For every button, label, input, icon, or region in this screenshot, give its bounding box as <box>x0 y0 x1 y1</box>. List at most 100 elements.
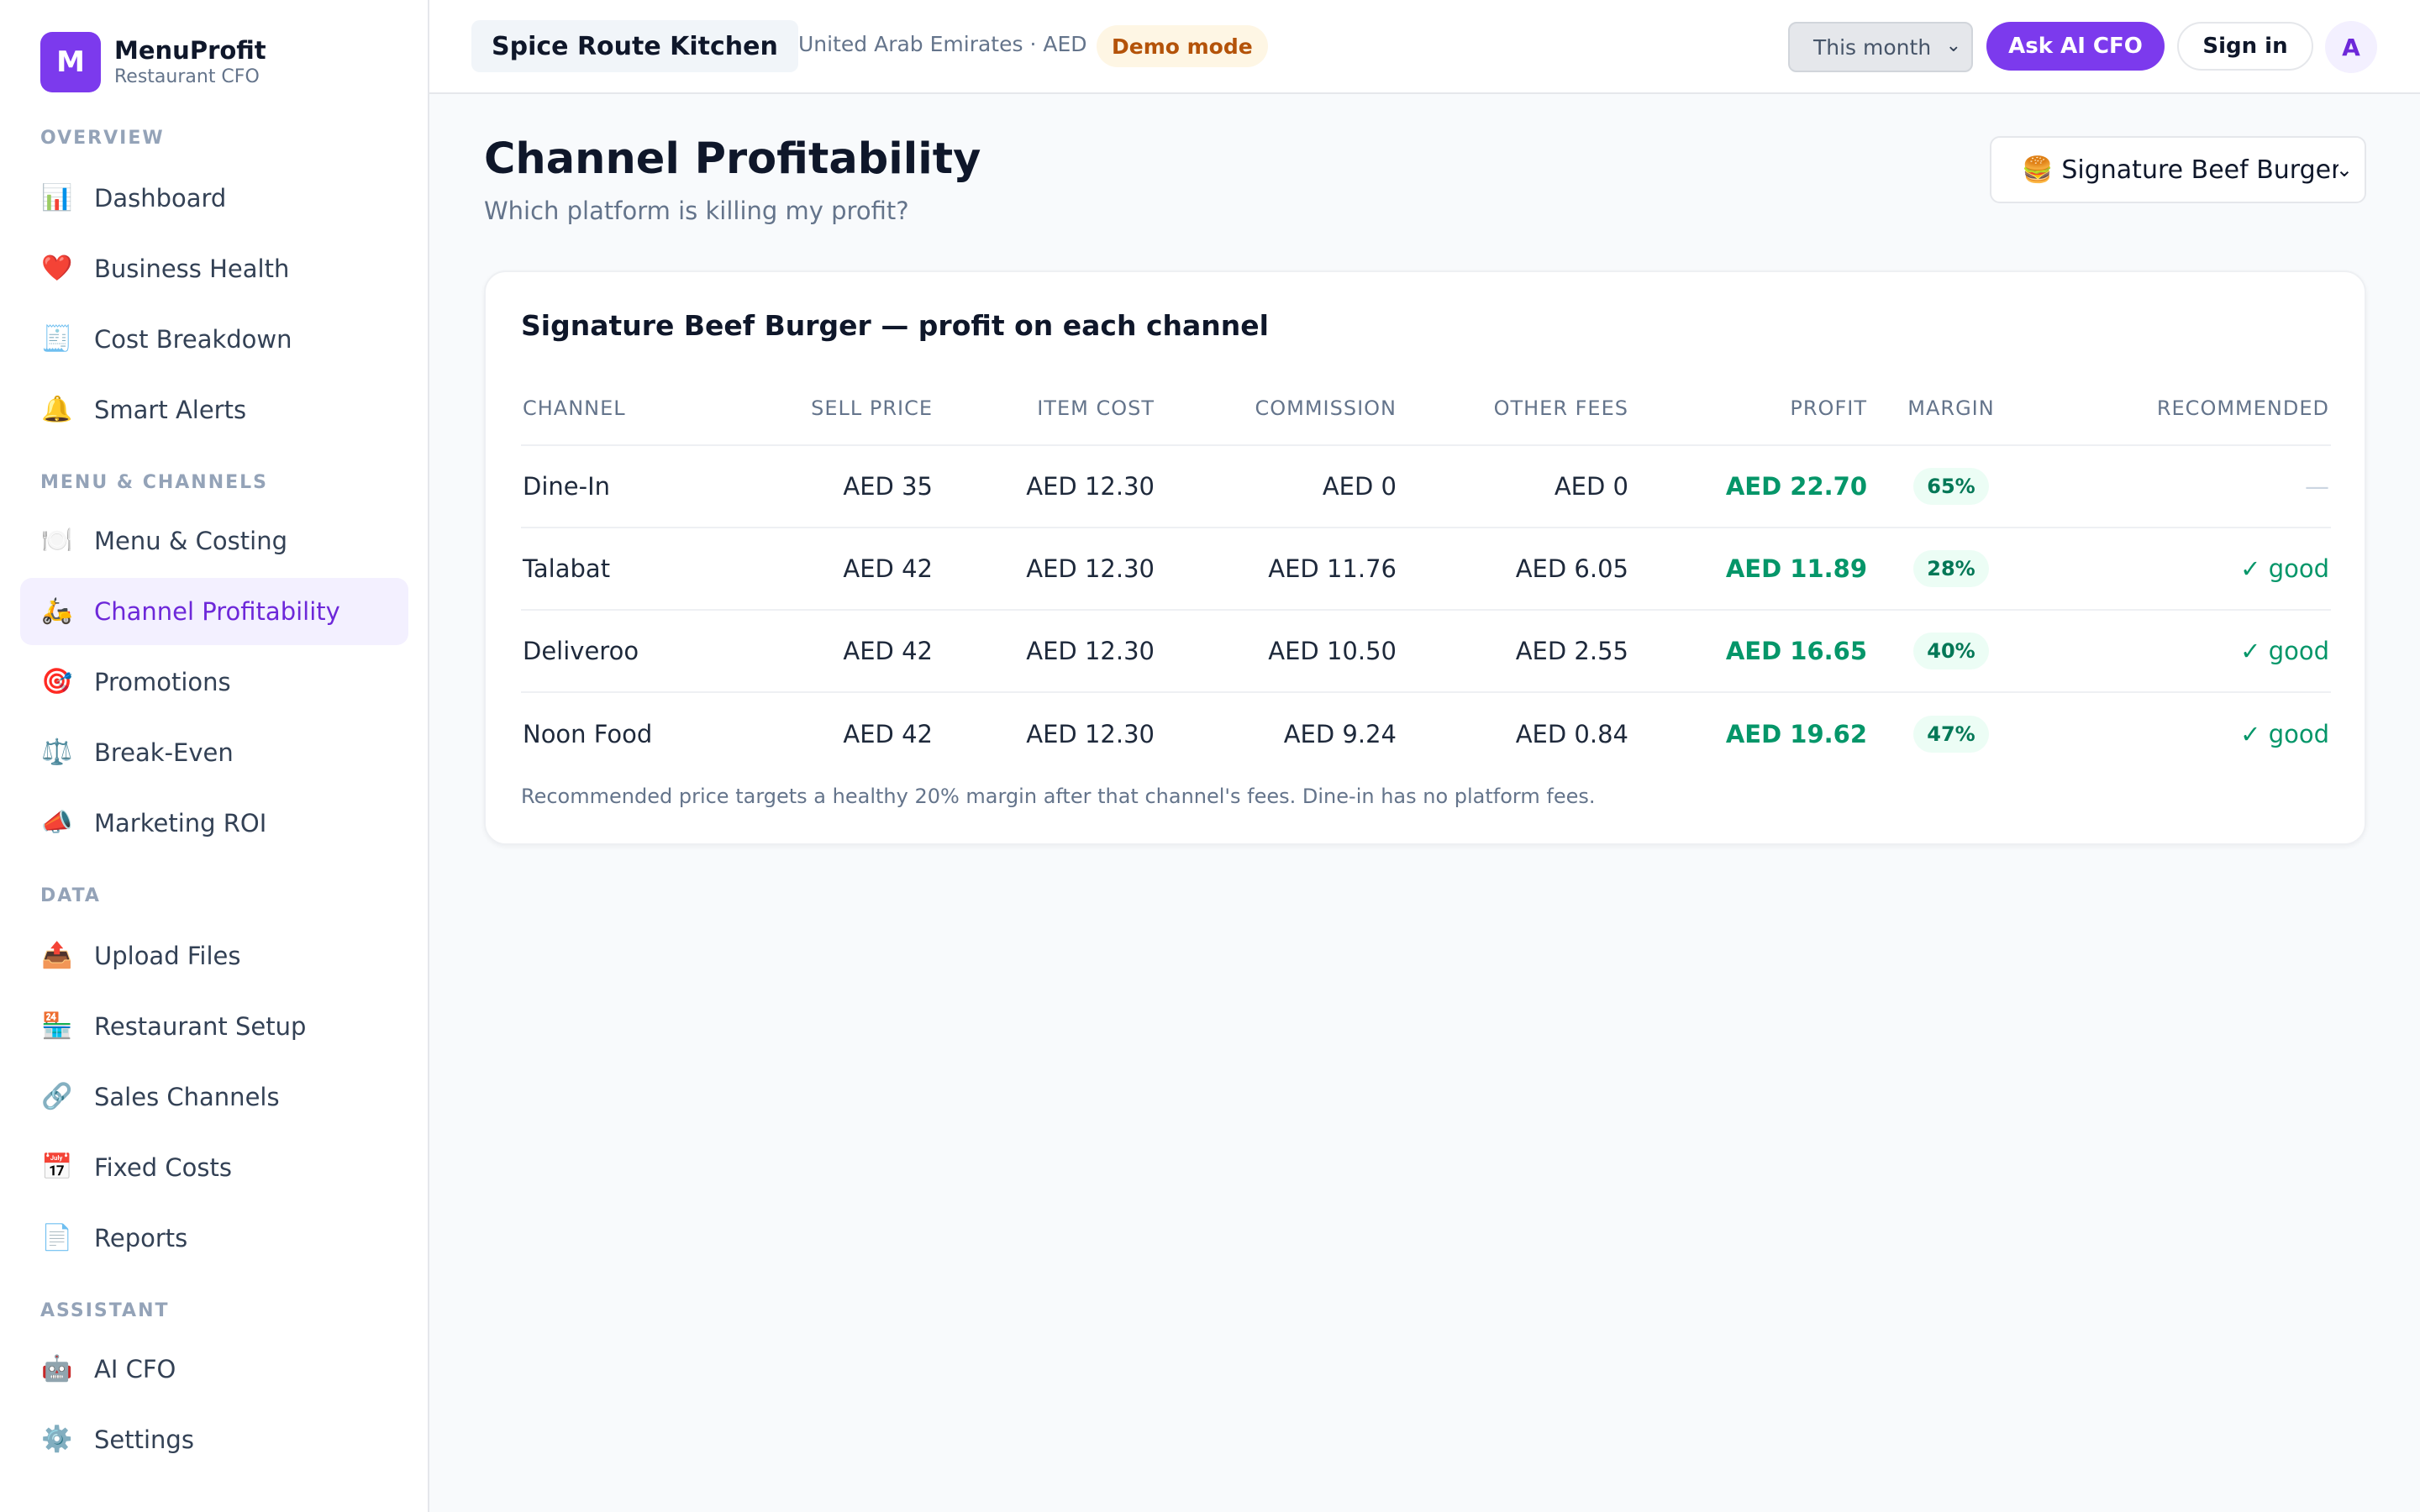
sidebar-item-break-even[interactable]: ⚖️ Break-Even <box>20 719 408 786</box>
cell-recommended: ✓ good <box>2033 610 2331 693</box>
table-row: Deliveroo AED 42 AED 12.30 AED 10.50 AED… <box>521 610 2331 693</box>
sidebar-item-label: Fixed Costs <box>94 1153 232 1182</box>
section-label-overview: OVERVIEW <box>40 128 165 149</box>
sidebar-item-fixed-costs[interactable]: 📅 Fixed Costs <box>20 1134 408 1201</box>
column-header-channel: CHANNEL <box>521 371 689 446</box>
cell-recommended: ✓ good <box>2033 528 2331 611</box>
margin-badge: 28% <box>1913 550 1989 587</box>
table-row: Dine-In AED 35 AED 12.30 AED 0 AED 0 AED… <box>521 445 2331 528</box>
sidebar-item-business-health[interactable]: ❤️ Business Health <box>20 235 408 302</box>
upload-tray-icon: 📤 <box>41 941 73 970</box>
cell-item-cost: AED 12.30 <box>1026 719 1155 748</box>
sidebar-item-smart-alerts[interactable]: 🔔 Smart Alerts <box>20 376 408 444</box>
bell-icon: 🔔 <box>41 395 73 424</box>
channel-profit-table: CHANNEL SELL PRICE ITEM COST COMMISSION … <box>521 371 2331 774</box>
sidebar-item-reports[interactable]: 📄 Reports <box>20 1205 408 1272</box>
cell-profit: AED 16.65 <box>1630 610 1869 693</box>
column-header-commission: COMMISSION <box>1156 371 1398 446</box>
cell-margin: 28% <box>1869 528 2033 611</box>
sidebar-item-label: Menu & Costing <box>94 527 287 555</box>
cell-sell-price: AED 35 <box>689 445 934 528</box>
sidebar-item-sales-channels[interactable]: 🔗 Sales Channels <box>20 1063 408 1131</box>
cell-commission: AED 11.76 <box>1156 528 1398 611</box>
sidebar-item-label: Dashboard <box>94 184 227 213</box>
cell-commission: AED 0 <box>1156 445 1398 528</box>
cell-recommended: — <box>2033 445 2331 528</box>
bar-chart-icon: 📊 <box>41 183 73 213</box>
robot-icon: 🤖 <box>41 1354 73 1383</box>
sidebar-item-restaurant-setup[interactable]: 🏪 Restaurant Setup <box>20 993 408 1060</box>
channel-profit-card: Signature Beef Burger — profit on each c… <box>484 270 2366 845</box>
chevron-down-icon: ⌄ <box>1945 35 1961 56</box>
sidebar-item-upload-files[interactable]: 📤 Upload Files <box>20 922 408 990</box>
sidebar-item-menu-costing[interactable]: 🍽️ Menu & Costing <box>20 507 408 575</box>
cell-sell-price: AED 42 <box>689 528 934 611</box>
margin-badge: 47% <box>1913 715 1989 753</box>
cell-sell-price: AED 42 <box>689 610 934 693</box>
cell-commission: AED 10.50 <box>1156 610 1398 693</box>
period-select[interactable]: This month ⌄ <box>1788 22 1973 72</box>
cell-commission: AED 9.24 <box>1283 719 1397 748</box>
megaphone-icon: 📣 <box>41 808 73 837</box>
column-header-profit: PROFIT <box>1630 371 1869 446</box>
sidebar-item-label: Reports <box>94 1224 188 1252</box>
page-subtitle: Which platform is killing my profit? <box>484 197 909 225</box>
period-select-value: This month <box>1813 34 1932 60</box>
cell-profit: AED 11.89 <box>1630 528 1869 611</box>
sidebar-item-label: Smart Alerts <box>94 396 247 424</box>
avatar[interactable]: A <box>2325 21 2377 73</box>
sidebar-item-marketing-roi[interactable]: 📣 Marketing ROI <box>20 790 408 857</box>
sidebar-item-settings[interactable]: ⚙️ Settings <box>20 1406 408 1473</box>
ask-ai-cfo-button[interactable]: Ask AI CFO <box>1986 22 2165 71</box>
calendar-icon: 📅 <box>41 1152 73 1182</box>
sidebar-item-dashboard[interactable]: 📊 Dashboard <box>20 165 408 232</box>
cell-item-cost: AED 12.30 <box>934 445 1156 528</box>
menu-item-select[interactable]: 🍔 Signature Beef Burger ⌄ <box>1990 136 2366 203</box>
table-footnote: Recommended price targets a healthy 20% … <box>521 785 1596 808</box>
cell-recommended: ✓ good <box>2240 719 2329 748</box>
cell-margin: 40% <box>1869 610 2033 693</box>
sign-in-button[interactable]: Sign in <box>2177 22 2313 71</box>
sidebar-item-label: Break-Even <box>94 738 234 767</box>
menu-item-select-value: Signature Beef Burger <box>2061 155 2339 185</box>
sidebar-item-channel-profitability[interactable]: 🛵 Channel Profitability <box>20 578 408 645</box>
restaurant-name[interactable]: Spice Route Kitchen <box>471 20 798 72</box>
cell-channel: Dine-In <box>521 445 689 528</box>
cell-margin: 65% <box>1869 445 2033 528</box>
section-label-data: DATA <box>40 885 101 906</box>
document-icon: 📄 <box>41 1223 73 1252</box>
brand-logo: M <box>40 32 101 92</box>
sidebar-item-label: Settings <box>94 1425 194 1454</box>
scales-icon: ⚖️ <box>41 738 73 767</box>
cell-channel: Noon Food <box>523 719 653 748</box>
receipt-icon: 🧾 <box>41 324 73 354</box>
cell-item-cost: AED 12.30 <box>934 528 1156 611</box>
margin-badge: 65% <box>1913 468 1989 505</box>
sidebar-item-ai-cfo[interactable]: 🤖 AI CFO <box>20 1336 408 1403</box>
cell-profit: AED 19.62 <box>1725 719 1867 748</box>
sidebar-item-promotions[interactable]: 🎯 Promotions <box>20 648 408 716</box>
cell-margin: 47% <box>1869 692 2033 774</box>
sidebar-item-label: Restaurant Setup <box>94 1012 307 1041</box>
cell-channel: Deliveroo <box>521 610 689 693</box>
brand[interactable]: M MenuProfit Restaurant CFO <box>40 32 266 92</box>
sidebar-item-label: Upload Files <box>94 942 241 970</box>
column-header-item-cost: ITEM COST <box>934 371 1156 446</box>
brand-text: MenuProfit Restaurant CFO <box>114 35 266 89</box>
sidebar-item-label: Marketing ROI <box>94 809 267 837</box>
brand-subtitle: Restaurant CFO <box>114 66 260 87</box>
sidebar-item-label: Cost Breakdown <box>94 325 292 354</box>
cell-other-fees: AED 0.84 <box>1515 719 1628 748</box>
section-label-assistant: ASSISTANT <box>40 1300 170 1321</box>
sidebar-item-cost-breakdown[interactable]: 🧾 Cost Breakdown <box>20 306 408 373</box>
link-icon: 🔗 <box>41 1082 73 1111</box>
cell-other-fees: AED 2.55 <box>1398 610 1630 693</box>
cell-profit: AED 22.70 <box>1630 445 1869 528</box>
cell-channel: Talabat <box>521 528 689 611</box>
gear-icon: ⚙️ <box>41 1425 73 1454</box>
column-header-other-fees: OTHER FEES <box>1398 371 1630 446</box>
store-icon: 🏪 <box>41 1011 73 1041</box>
topbar: Spice Route Kitchen United Arab Emirates… <box>429 0 2420 94</box>
plate-icon: 🍽️ <box>41 526 73 555</box>
cell-item-cost: AED 12.30 <box>934 610 1156 693</box>
